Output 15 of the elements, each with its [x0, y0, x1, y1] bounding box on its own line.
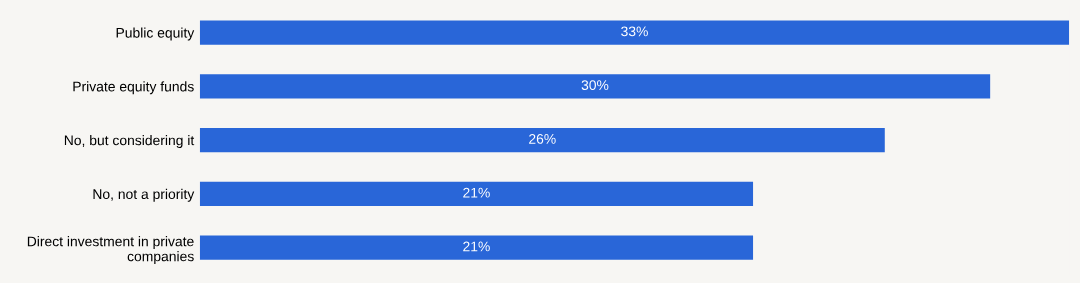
data-label: 30% [581, 80, 609, 91]
y-tick-label: Direct investment in private companies [27, 236, 194, 265]
bar [199, 74, 991, 99]
data-label: 21% [463, 241, 490, 252]
y-tick-label: Private equity funds [73, 81, 194, 95]
data-label: 21% [463, 187, 490, 198]
bar [199, 235, 754, 260]
bar [199, 181, 754, 206]
bar [199, 20, 1070, 45]
data-label: 33% [621, 26, 648, 37]
bar [199, 127, 885, 153]
y-tick-label: Public equity [116, 27, 195, 41]
y-tick-label: No, not a priority [93, 188, 195, 202]
data-label: 26% [529, 133, 556, 144]
y-tick-label: No, but considering it [64, 135, 195, 148]
